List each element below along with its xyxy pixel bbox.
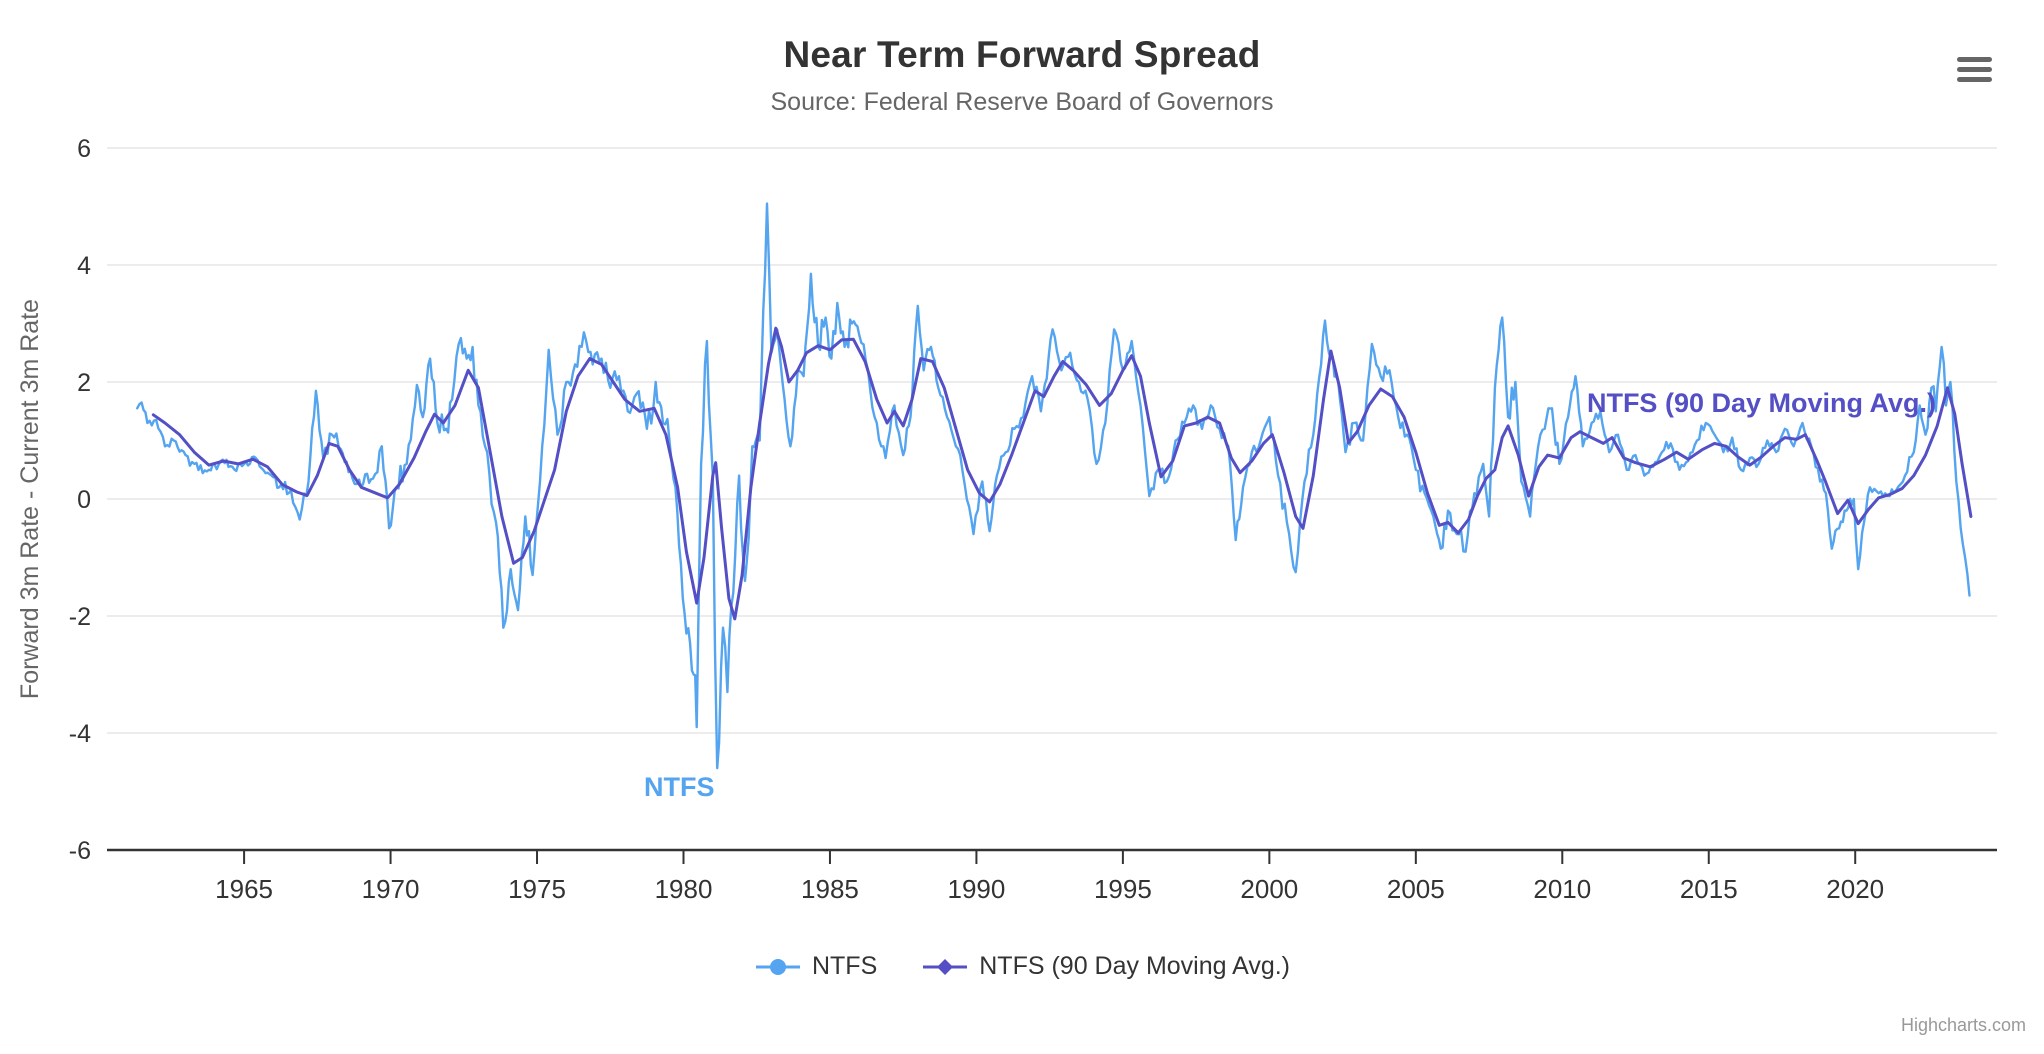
- legend: NTFS NTFS (90 Day Moving Avg.): [0, 952, 2044, 981]
- x-axis-label: 1985: [801, 874, 859, 904]
- y-axis-label: 0: [77, 486, 91, 514]
- x-axis-label: 1965: [215, 874, 273, 904]
- chart-context-menu-button[interactable]: [1948, 46, 2000, 92]
- legend-item-ma[interactable]: NTFS (90 Day Moving Avg.): [921, 952, 1290, 981]
- legend-label-ntfs: NTFS: [811, 952, 878, 980]
- series-ntfs-line[interactable]: [136, 202, 1971, 770]
- y-axis-label: -6: [69, 837, 91, 865]
- y-axis-label: 6: [77, 135, 91, 163]
- circle-marker-icon: [755, 958, 800, 975]
- y-axis-label: 2: [77, 369, 91, 397]
- x-axis-label: 1990: [948, 874, 1006, 904]
- series-label-ma: NTFS (90 Day Moving Avg.): [1586, 388, 1936, 418]
- y-axis-title: Forward 3m Rate - Current 3m Rate: [16, 299, 44, 699]
- legend-label-ma: NTFS (90 Day Moving Avg.): [979, 952, 1291, 980]
- series-ma-line[interactable]: [151, 326, 1973, 621]
- x-axis-label: 2000: [1240, 874, 1298, 904]
- x-axis-label: 2015: [1680, 874, 1738, 904]
- x-axis-label: 1980: [655, 874, 713, 904]
- x-axis-label: 2020: [1826, 874, 1884, 904]
- x-axis-label: 1975: [508, 874, 566, 904]
- chart-subtitle: Source: Federal Reserve Board of Governo…: [770, 88, 1274, 116]
- x-axis-label: 2010: [1533, 874, 1591, 904]
- x-axis-label: 1995: [1094, 874, 1152, 904]
- credits-link[interactable]: Highcharts.com: [1900, 1015, 2026, 1035]
- x-axis-label: 1970: [362, 874, 420, 904]
- y-axis-label: 4: [77, 252, 91, 280]
- y-axis-label: -2: [69, 603, 91, 631]
- legend-item-ntfs[interactable]: NTFS: [754, 952, 877, 981]
- y-axis-label: -4: [69, 720, 91, 748]
- diamond-marker-icon: [923, 958, 968, 975]
- series-label-ntfs: NTFS: [644, 772, 715, 802]
- x-axis-label: 2005: [1387, 874, 1445, 904]
- chart-title: Near Term Forward Spread: [783, 34, 1261, 75]
